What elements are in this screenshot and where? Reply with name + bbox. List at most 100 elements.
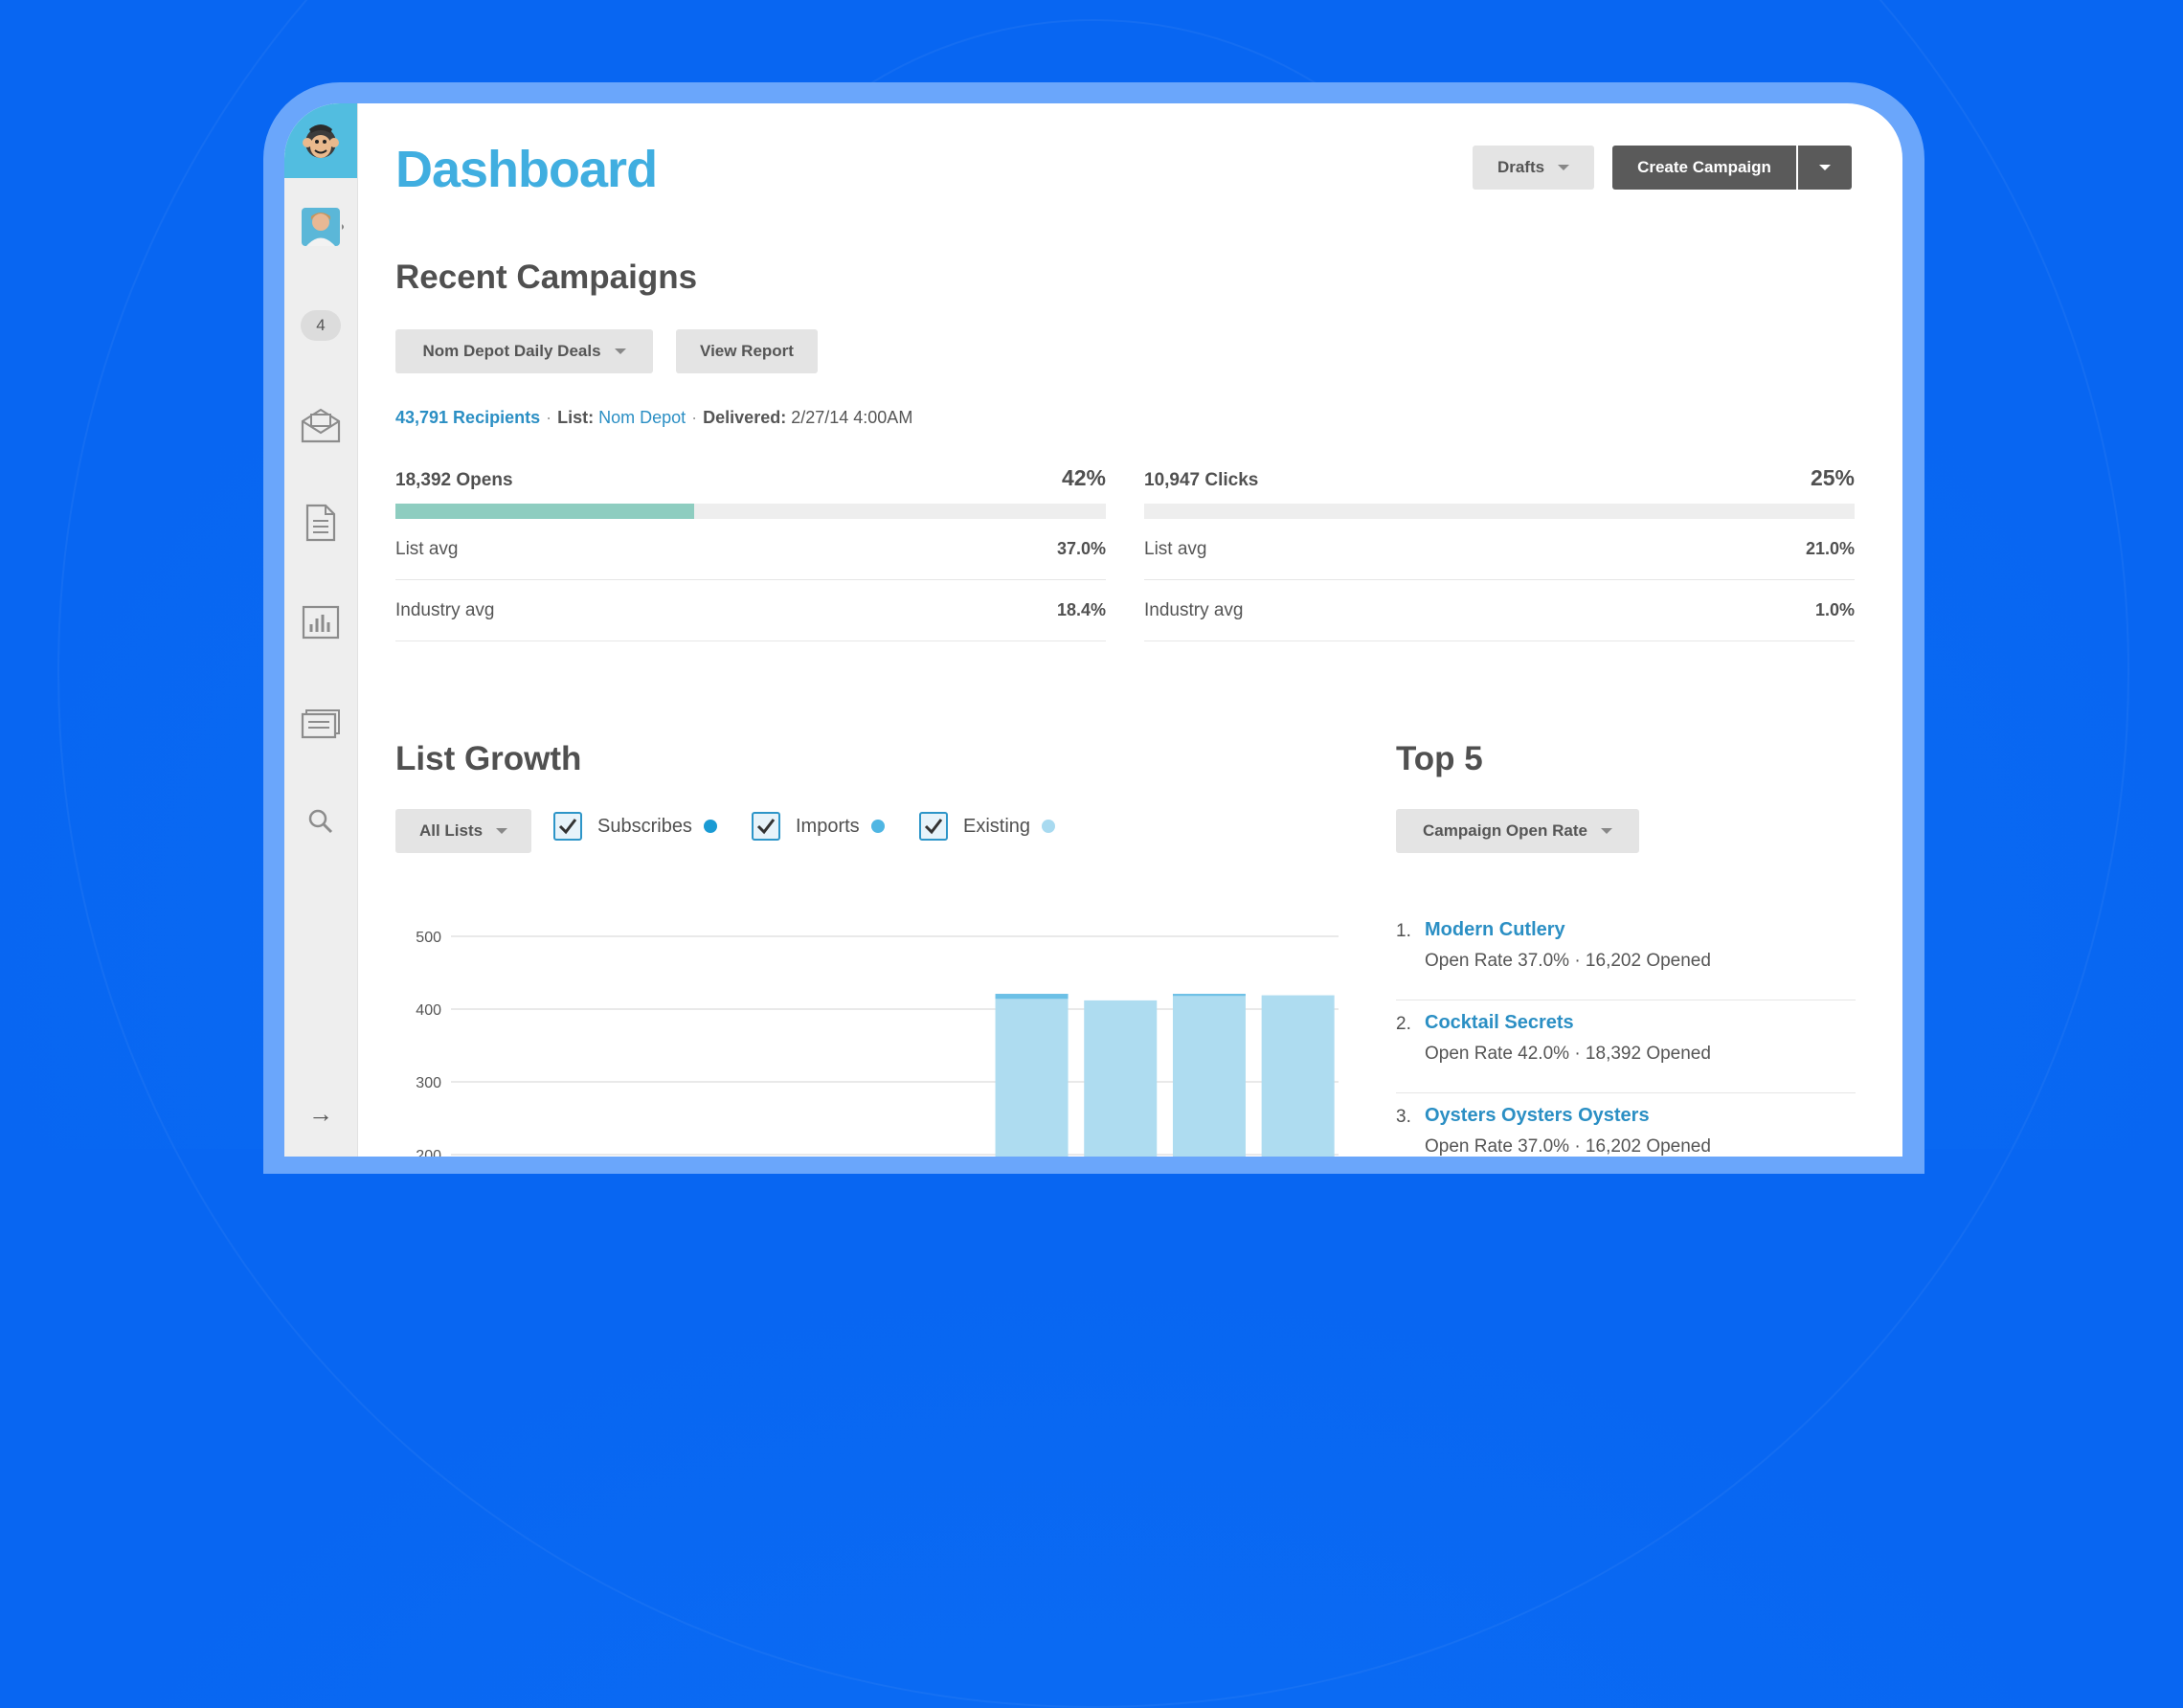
list-item: 3. Oysters Oysters Oysters Open Rate 37.… — [1396, 1093, 1856, 1157]
collapse-arrow-icon[interactable]: → — [308, 1099, 333, 1128]
opens-list-avg-row: List avg 37.0% — [395, 519, 1106, 580]
checkbox-existing[interactable] — [919, 812, 948, 841]
clicks-industry-avg-row: Industry avg 1.0% — [1144, 580, 1855, 641]
y-tick-label: 200 — [416, 1148, 441, 1157]
legend-label: Existing — [963, 815, 1031, 837]
campaign-select[interactable]: Nom Depot Daily Deals — [395, 329, 653, 373]
legend-dot — [870, 820, 885, 833]
opens-progress-fill — [395, 504, 694, 519]
lists-cards-icon[interactable] — [284, 707, 357, 739]
bar-existing — [1084, 1000, 1158, 1157]
chevron-down-icon — [1819, 165, 1831, 170]
opens-percent: 42% — [1061, 465, 1106, 490]
metric-select[interactable]: Campaign Open Rate — [1396, 809, 1639, 853]
bar-existing — [995, 999, 1069, 1157]
main-content: Dashboard Drafts Create Campaign Recent … — [395, 103, 1902, 1157]
industry-avg-label: Industry avg — [1144, 599, 1244, 620]
campaign-link[interactable]: Oysters Oysters Oysters — [1425, 1105, 1650, 1126]
campaign-link[interactable]: Cocktail Secrets — [1425, 1012, 1574, 1033]
campaign-detail: Open Rate 42.0% · 18,392 Opened — [1425, 1044, 1711, 1064]
bar-existing — [1172, 996, 1246, 1157]
legend-label: Imports — [796, 815, 860, 837]
opens-stats: 18,392 Opens 42% List avg 37.0% Industry… — [395, 465, 1106, 641]
view-report-label: View Report — [700, 342, 794, 360]
rank-number: 2. — [1396, 1014, 1411, 1034]
chevron-down-icon — [1600, 828, 1612, 834]
drafts-label: Drafts — [1497, 158, 1545, 176]
recipients-link[interactable]: 43,791 Recipients — [395, 408, 541, 427]
y-tick-label: 300 — [416, 1075, 441, 1091]
legend-dot — [703, 820, 717, 833]
chevron-down-icon — [614, 348, 626, 354]
create-campaign-label: Create Campaign — [1637, 158, 1771, 176]
delivered-label: Delivered: — [703, 408, 787, 427]
opens-industry-avg-value: 18.4% — [1056, 600, 1106, 619]
top5-heading: Top 5 — [1396, 740, 1483, 777]
legend-imports[interactable]: Imports — [752, 812, 885, 841]
clicks-percent: 25% — [1810, 465, 1855, 490]
list-avg-label: List avg — [1144, 538, 1207, 559]
list-growth-heading: List Growth — [395, 740, 582, 777]
campaign-detail: Open Rate 37.0% · 16,202 Opened — [1425, 1136, 1711, 1157]
clicks-label: 10,947 Clicks — [1144, 470, 1259, 490]
templates-document-icon[interactable] — [284, 504, 357, 542]
reports-chart-icon[interactable] — [284, 605, 357, 640]
search-icon[interactable] — [284, 808, 357, 835]
metric-select-label: Campaign Open Rate — [1423, 821, 1587, 840]
checkbox-subscribes[interactable] — [553, 812, 582, 841]
campaign-link[interactable]: Modern Cutlery — [1425, 919, 1565, 940]
view-report-button[interactable]: View Report — [676, 329, 818, 373]
checkbox-imports[interactable] — [752, 812, 780, 841]
campaign-detail: Open Rate 37.0% · 16,202 Opened — [1425, 951, 1711, 971]
y-tick-label: 500 — [416, 930, 441, 946]
create-campaign-menu-button[interactable] — [1798, 146, 1852, 190]
bar-imports — [995, 994, 1069, 1000]
rank-number: 1. — [1396, 921, 1411, 941]
clicks-stats: 10,947 Clicks 25% List avg 21.0% Industr… — [1144, 465, 1855, 641]
rank-number: 3. — [1396, 1107, 1411, 1127]
recent-campaigns-heading: Recent Campaigns — [395, 258, 698, 296]
app-window: 4 — [284, 103, 1902, 1157]
bar-imports — [1172, 994, 1246, 997]
list-item: 2. Cocktail Secrets Open Rate 42.0% · 18… — [1396, 1000, 1856, 1093]
legend-existing[interactable]: Existing — [919, 812, 1056, 841]
checkmark-icon — [558, 819, 577, 835]
user-avatar[interactable] — [284, 207, 357, 247]
bar-existing — [1261, 995, 1335, 1157]
list-label: List: — [557, 408, 595, 427]
clicks-list-avg-value: 21.0% — [1805, 539, 1855, 558]
notification-badge[interactable]: 4 — [301, 310, 341, 341]
opens-list-avg-value: 37.0% — [1056, 539, 1106, 558]
y-tick-label: 400 — [416, 1002, 441, 1019]
list-growth-chart: 500 400 300 200 — [416, 930, 1339, 1157]
monkey-logo-icon[interactable] — [284, 103, 357, 178]
clicks-list-avg-row: List avg 21.0% — [1144, 519, 1855, 580]
list-item: 1. Modern Cutlery Open Rate 37.0% · 16,2… — [1396, 908, 1856, 1000]
legend-label: Subscribes — [597, 815, 692, 837]
clicks-progress-bar — [1144, 504, 1855, 519]
drafts-dropdown[interactable]: Drafts — [1473, 146, 1594, 190]
checkmark-icon — [924, 819, 943, 835]
chevron-down-icon — [496, 828, 508, 834]
top5-list: 1. Modern Cutlery Open Rate 37.0% · 16,2… — [1396, 908, 1856, 1157]
legend-dot — [1042, 820, 1056, 833]
list-select[interactable]: All Lists — [395, 809, 531, 853]
page-title: Dashboard — [395, 141, 658, 198]
opens-progress-bar — [395, 504, 1106, 519]
campaign-meta: 43,791 Recipients · List: Nom Depot · Delive… — [395, 408, 913, 427]
industry-avg-label: Industry avg — [395, 599, 495, 620]
legend-subscribes[interactable]: Subscribes — [553, 812, 717, 841]
clicks-industry-avg-value: 1.0% — [1814, 600, 1855, 619]
campaign-select-label: Nom Depot Daily Deals — [422, 342, 601, 360]
create-campaign-button[interactable]: Create Campaign — [1612, 146, 1796, 190]
list-name-link[interactable]: Nom Depot — [598, 408, 686, 427]
list-select-label: All Lists — [418, 821, 484, 840]
opens-industry-avg-row: Industry avg 18.4% — [395, 580, 1106, 641]
campaigns-envelope-icon[interactable] — [284, 406, 357, 444]
sidebar: 4 — [284, 103, 358, 1157]
chevron-down-icon — [1558, 165, 1570, 170]
delivered-value: 2/27/14 4:00AM — [791, 408, 913, 427]
checkmark-icon — [756, 819, 776, 835]
list-avg-label: List avg — [395, 538, 459, 559]
opens-label: 18,392 Opens — [395, 470, 513, 490]
